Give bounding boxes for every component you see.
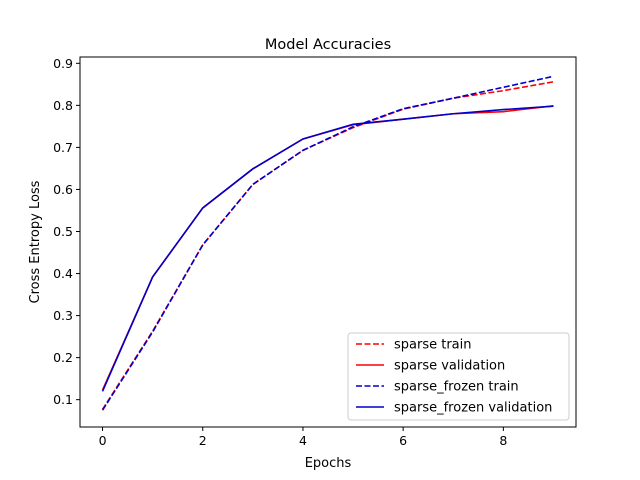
series-line-4 — [101, 105, 554, 392]
x-axis-label: Epochs — [305, 456, 352, 471]
chart-title: Model Accuracies — [265, 37, 391, 53]
x-axis: 0 2 4 6 8 — [99, 427, 507, 448]
y-tick-label: 0.3 — [53, 308, 73, 323]
x-tick-label: 6 — [399, 433, 407, 448]
y-tick-label: 0.9 — [53, 56, 73, 71]
y-tick-label: 0.8 — [53, 98, 73, 113]
x-tick-label: 8 — [499, 433, 507, 448]
y-tick-label: 0.5 — [53, 224, 73, 239]
x-tick-label: 4 — [299, 433, 307, 448]
y-tick-label: 0.7 — [53, 140, 73, 155]
x-tick-label: 2 — [199, 433, 207, 448]
y-axis: 0.1 0.2 0.3 0.4 0.5 0.6 0.7 0.8 0.9 — [53, 56, 80, 407]
plot-lines — [101, 75, 554, 411]
y-tick-label: 0.2 — [53, 350, 73, 365]
plot-area-frame — [79, 56, 577, 428]
legend-label-1: sparse train — [394, 338, 472, 353]
legend-label-3: sparse_frozen train — [394, 380, 519, 395]
y-tick-label: 0.4 — [53, 266, 73, 281]
y-tick-label: 0.1 — [53, 392, 73, 407]
y-tick-label: 0.6 — [53, 182, 73, 197]
legend-box — [347, 332, 570, 421]
legend-label-4: sparse_frozen validation — [394, 401, 552, 416]
series-line-3 — [101, 75, 554, 411]
x-tick-label: 0 — [99, 433, 107, 448]
y-axis-label: Cross Entropy Loss — [28, 180, 43, 303]
legend: sparse train sparse validation sparse_froz… — [347, 332, 570, 421]
legend-label-2: sparse validation — [394, 359, 505, 374]
